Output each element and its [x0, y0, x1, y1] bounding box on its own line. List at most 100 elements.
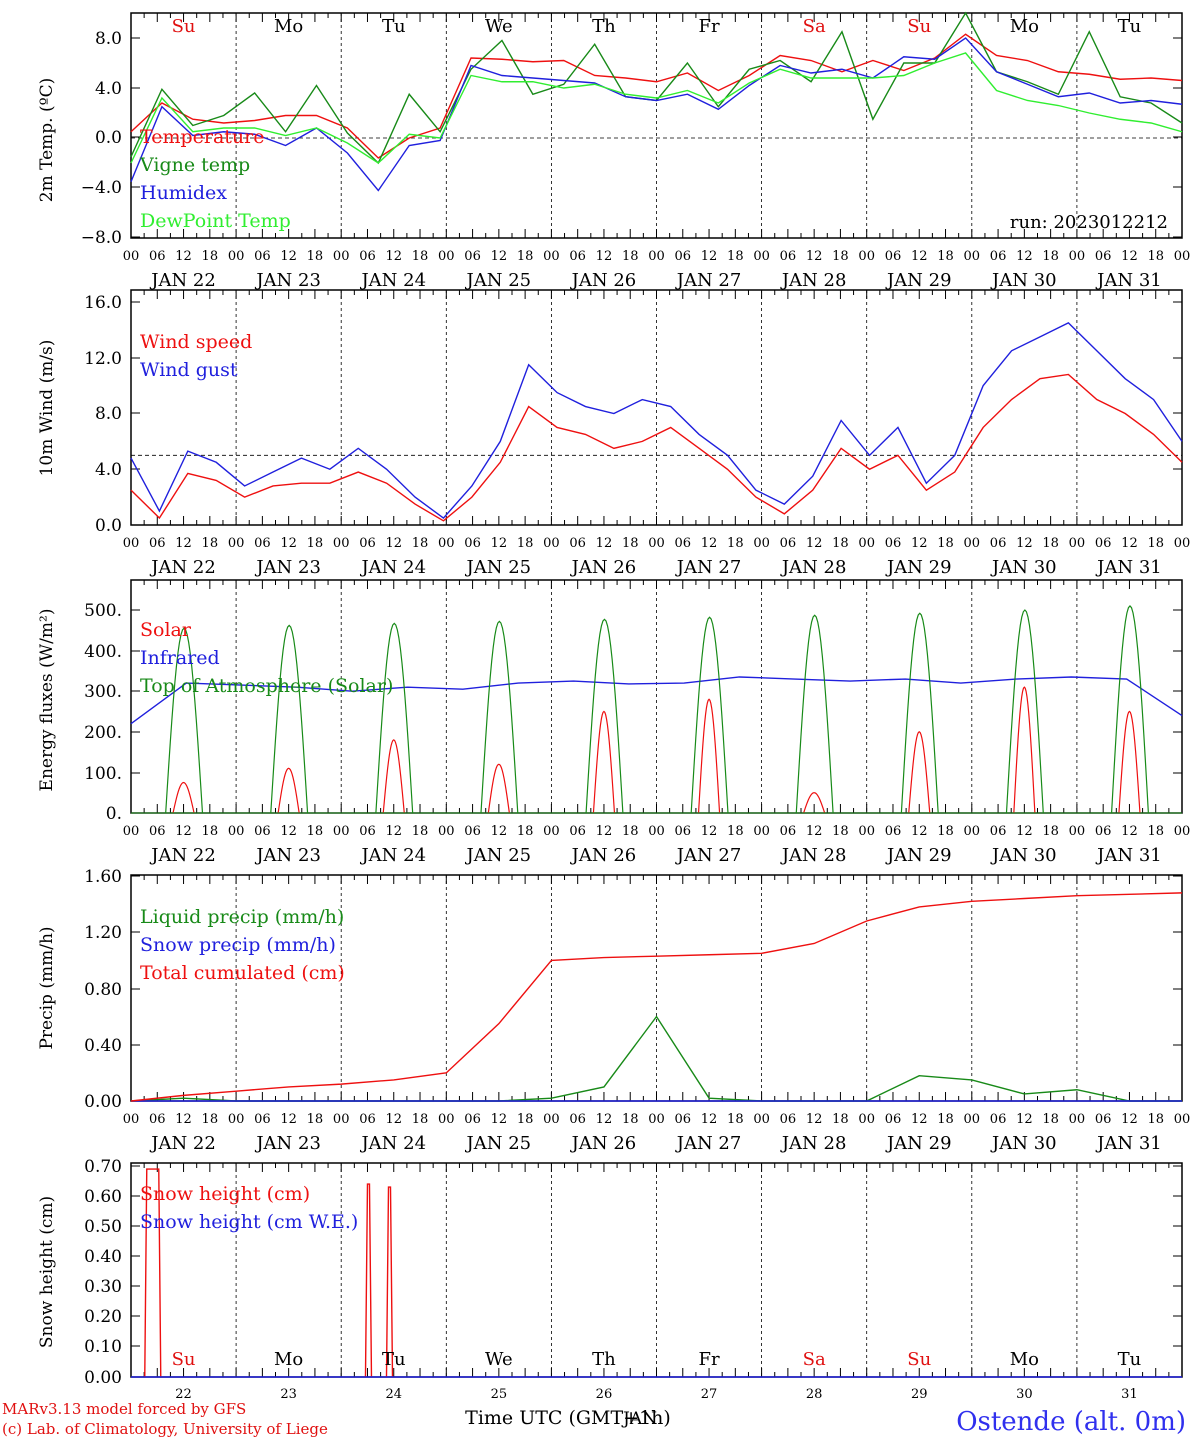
y-tick-label: 0.30 — [84, 1277, 122, 1297]
time-tick-label: 18 — [517, 1112, 534, 1127]
y-axis-label: Precip (mm/h) — [37, 926, 57, 1049]
y-tick-label: 500. — [84, 601, 122, 621]
day-label: JAN 25 — [465, 845, 532, 866]
time-tick-label: 12 — [385, 536, 402, 551]
day-label: JAN 29 — [885, 845, 952, 866]
time-tick-label: 06 — [675, 1112, 692, 1127]
time-tick-label: 00 — [753, 824, 770, 839]
y-axis-label: Energy fluxes (W/m²) — [37, 609, 57, 792]
time-tick-label: 18 — [937, 824, 954, 839]
legend-entry: Snow precip (mm/h) — [140, 934, 336, 956]
time-tick-label: 18 — [1147, 824, 1164, 839]
bottom-day-number: 29 — [911, 1387, 928, 1402]
time-tick-label: 06 — [359, 1112, 376, 1127]
series-peak — [1118, 710, 1141, 814]
y-tick-label: 400. — [84, 642, 122, 662]
day-label: JAN 31 — [1095, 845, 1162, 866]
series-peak — [585, 618, 624, 814]
time-tick-label: 18 — [307, 824, 324, 839]
y-tick-label: −4.0 — [81, 178, 122, 198]
time-tick-label: 06 — [149, 1112, 166, 1127]
time-tick-label: 06 — [359, 536, 376, 551]
day-label: JAN 30 — [990, 1133, 1057, 1154]
series-line-temperature — [130, 33, 1183, 159]
run-annotation: run: 2023012212 — [1010, 212, 1168, 233]
time-tick-label: 12 — [596, 824, 613, 839]
time-tick-label: 12 — [280, 824, 297, 839]
day-label: JAN 24 — [359, 557, 426, 578]
time-tick-label: 18 — [832, 1112, 849, 1127]
time-tick-label: 00 — [1069, 536, 1086, 551]
legend-entry: Vigne temp — [139, 154, 250, 176]
legend-entry: Infrared — [140, 647, 220, 669]
time-tick-label: 12 — [1121, 249, 1138, 264]
day-name-bottom: Tu — [1118, 1349, 1142, 1370]
time-tick-label: 06 — [675, 249, 692, 264]
time-tick-label: 12 — [385, 1112, 402, 1127]
time-tick-label: 00 — [333, 249, 350, 264]
time-tick-label: 18 — [1042, 536, 1059, 551]
time-tick-label: 18 — [307, 1112, 324, 1127]
day-label: JAN 24 — [359, 1133, 426, 1154]
y-tick-label: 0.0 — [95, 128, 122, 148]
time-tick-label: 06 — [885, 824, 902, 839]
legend-entry: Liquid precip (mm/h) — [140, 906, 344, 928]
time-tick-label: 06 — [149, 249, 166, 264]
time-tick-label: 00 — [1069, 1112, 1086, 1127]
day-label: JAN 28 — [780, 270, 847, 291]
time-tick-label: 12 — [1016, 536, 1033, 551]
time-tick-label: 06 — [990, 1112, 1007, 1127]
time-tick-label: 18 — [937, 1112, 954, 1127]
time-tick-label: 12 — [280, 536, 297, 551]
time-tick-label: 00 — [438, 536, 455, 551]
day-label: JAN 27 — [675, 845, 742, 866]
series-peak — [1005, 609, 1044, 814]
y-tick-label: 100. — [84, 764, 122, 784]
series-peak — [908, 731, 931, 814]
time-tick-label: 00 — [964, 249, 981, 264]
legend-entry: Temperature — [140, 126, 264, 148]
bottom-day-number: 30 — [1016, 1387, 1033, 1402]
time-tick-label: 00 — [438, 1112, 455, 1127]
time-tick-label: 06 — [990, 824, 1007, 839]
time-tick-label: 06 — [254, 824, 271, 839]
time-tick-label: 18 — [412, 1112, 429, 1127]
time-tick-label: 06 — [569, 824, 586, 839]
time-tick-label: 00 — [228, 249, 245, 264]
series-line-total-cumulated-cm- — [130, 892, 1183, 1102]
time-tick-label: 06 — [464, 824, 481, 839]
day-label: JAN 24 — [359, 845, 426, 866]
time-tick-label: 06 — [780, 1112, 797, 1127]
time-tick-label: 06 — [464, 536, 481, 551]
series-peak — [900, 612, 939, 814]
time-tick-label: 18 — [727, 824, 744, 839]
time-tick-label: 12 — [596, 1112, 613, 1127]
time-tick-label: 00 — [1174, 1112, 1191, 1127]
series-line-wind-gust — [130, 322, 1183, 519]
day-name-top: Fr — [699, 16, 720, 37]
time-tick-label: 12 — [1016, 1112, 1033, 1127]
y-tick-label: 0.50 — [84, 1217, 122, 1237]
time-tick-label: 18 — [307, 249, 324, 264]
time-tick-label: 00 — [438, 824, 455, 839]
time-tick-label: 12 — [911, 536, 928, 551]
time-tick-label: 00 — [543, 249, 560, 264]
time-tick-label: 00 — [648, 1112, 665, 1127]
time-tick-label: 12 — [701, 249, 718, 264]
time-tick-label: 18 — [202, 1112, 219, 1127]
day-label: JAN 30 — [990, 270, 1057, 291]
series-peak — [803, 792, 826, 814]
day-label: JAN 22 — [149, 270, 216, 291]
time-tick-label: 12 — [491, 249, 508, 264]
day-label: JAN 31 — [1095, 270, 1162, 291]
y-axis-label: 2m Temp. (ºC) — [37, 78, 57, 203]
time-tick-label: 06 — [990, 249, 1007, 264]
time-tick-label: 18 — [727, 536, 744, 551]
day-name-bottom: Tu — [382, 1349, 406, 1370]
time-tick-label: 00 — [543, 1112, 560, 1127]
day-label: JAN 29 — [885, 270, 952, 291]
bottom-day-number: 22 — [175, 1387, 192, 1402]
time-tick-label: 12 — [1121, 824, 1138, 839]
credit-line-1: MARv3.13 model forced by GFS — [2, 1400, 246, 1418]
time-tick-label: 06 — [780, 536, 797, 551]
